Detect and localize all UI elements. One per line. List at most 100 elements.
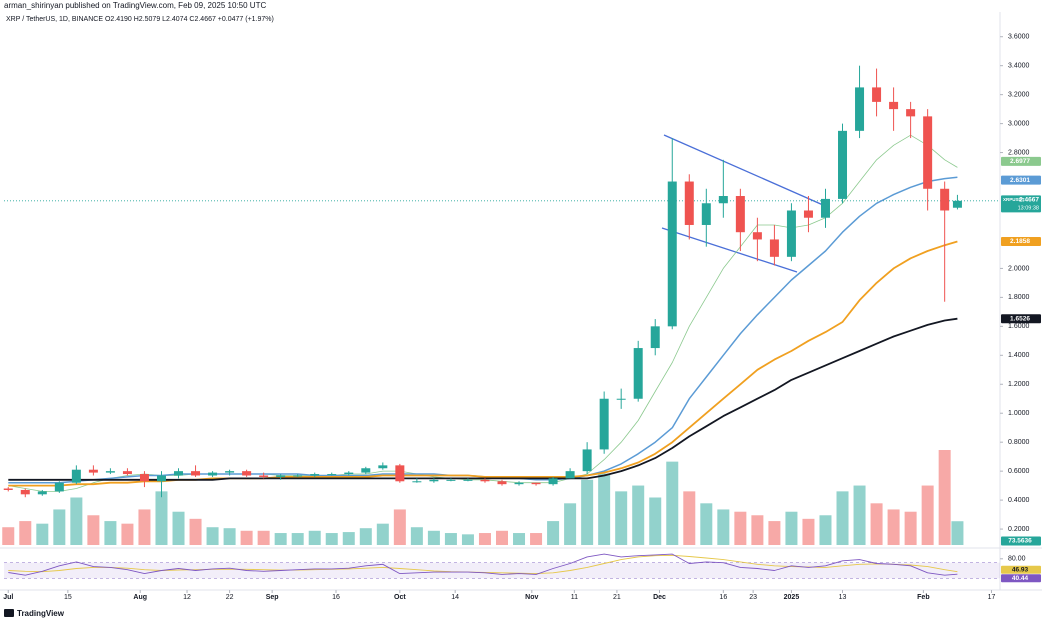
volume-bar <box>291 533 304 545</box>
candle-body <box>940 188 950 211</box>
volume-bar <box>138 509 151 545</box>
volume-bar <box>2 527 15 545</box>
candle-body <box>344 472 354 475</box>
y-tick-label: 1.2000 <box>1008 381 1030 388</box>
ma-value-label-bg <box>1001 175 1041 185</box>
candle-body <box>225 471 235 473</box>
volume-bar <box>666 461 679 545</box>
volume-bar <box>581 479 594 545</box>
moving-average <box>8 240 958 487</box>
volume-bar <box>734 511 747 545</box>
volume-bar <box>887 509 900 545</box>
volume-bar <box>36 523 49 545</box>
volume-bar <box>768 521 781 545</box>
x-tick-label: 17 <box>988 594 996 601</box>
candle-body <box>531 482 541 485</box>
volume-bar <box>172 511 185 545</box>
volume-bar <box>478 533 491 545</box>
rsi-band <box>4 562 1000 579</box>
volume-bar <box>700 503 713 545</box>
y-tick-label: 0.6000 <box>1008 468 1030 475</box>
rsi-label-bg <box>1001 574 1041 583</box>
y-tick-label: 3.6000 <box>1008 34 1030 41</box>
volume-bar <box>359 528 372 545</box>
volume-bar <box>257 530 270 545</box>
volume-bar <box>87 515 100 545</box>
x-tick-label: Oct <box>394 594 406 601</box>
volume-bar <box>870 503 883 545</box>
candle-body <box>429 479 439 482</box>
x-tick-label: 13 <box>839 594 847 601</box>
x-tick-label: Aug <box>133 594 147 601</box>
candle-body <box>3 488 13 490</box>
candle-body <box>88 469 98 473</box>
volume-bar <box>853 485 866 545</box>
volume-bar <box>121 523 134 545</box>
x-tick-label: 16 <box>332 594 340 601</box>
volume-bar <box>427 530 440 545</box>
candle-body <box>54 482 64 492</box>
rsi-ma-label: 46.93 <box>1012 566 1029 573</box>
y-tick-label: 0.8000 <box>1008 439 1030 446</box>
volume-bar <box>308 530 321 545</box>
candle-body <box>803 210 813 218</box>
x-tick-label: 22 <box>226 594 234 601</box>
y-tick-label: 0.2000 <box>1008 526 1030 533</box>
volume-bar <box>240 530 253 545</box>
candle-body <box>667 181 677 327</box>
volume-bar <box>496 530 508 545</box>
candle-body <box>599 398 609 450</box>
candle-body <box>395 465 405 482</box>
y-tick-label: 0.4000 <box>1008 497 1030 504</box>
ma-value-label: 2.6977 <box>1010 158 1030 165</box>
y-tick-label: 3.2000 <box>1008 91 1030 98</box>
candle-body <box>480 479 490 482</box>
candle-body <box>139 474 149 482</box>
x-tick-label: Feb <box>917 594 929 601</box>
candle-body <box>872 87 882 102</box>
candle-body <box>259 475 269 477</box>
volume-bar <box>717 509 730 545</box>
volume-bar <box>19 521 32 545</box>
candle-body <box>514 482 524 485</box>
last-price-label-bg <box>1001 195 1041 213</box>
x-tick-label: 14 <box>451 594 459 601</box>
candle-body <box>378 465 388 469</box>
footer-logo: TradingView <box>4 609 65 618</box>
publisher-line: arman_shirinyan published on TradingView… <box>4 1 266 10</box>
volume-label: 73.5636 <box>1008 538 1032 545</box>
y-tick-label: 2.8000 <box>1008 149 1030 156</box>
panes <box>0 12 1042 591</box>
candle-body <box>633 348 643 399</box>
y-tick-label: 1.6000 <box>1008 323 1030 330</box>
rsi-ma-label-bg <box>1001 565 1041 574</box>
rsi-label: 40.44 <box>1012 575 1029 582</box>
volume-bar <box>819 515 832 545</box>
ma-value-label: 2.1858 <box>1010 238 1030 245</box>
candle-body <box>446 479 456 481</box>
volume-bar <box>598 473 611 545</box>
x-tick-label: 2025 <box>784 594 800 601</box>
x-tick-label: 11 <box>571 594 578 601</box>
candle-body <box>242 471 252 476</box>
rsi-line <box>8 553 958 576</box>
volume-bar <box>206 527 219 545</box>
volume-bar <box>904 511 917 545</box>
candle-body <box>769 239 779 257</box>
candle-body <box>208 472 218 476</box>
candle-body <box>889 101 899 110</box>
ma-value-label: 1.6526 <box>1010 315 1030 322</box>
candle-body <box>37 491 47 495</box>
candle-body <box>616 398 626 400</box>
candle-body <box>650 326 660 349</box>
candle-body <box>786 210 796 257</box>
ma-value-label-bg <box>1001 156 1041 166</box>
candle-body <box>327 474 337 476</box>
volume-bar <box>649 497 662 545</box>
volume-bar <box>564 503 577 545</box>
candle-body <box>463 479 473 481</box>
volume-bar <box>189 518 202 545</box>
last-price-label: 2.4667 <box>1019 197 1039 204</box>
ma-value-label: 2.6301 <box>1010 177 1030 184</box>
